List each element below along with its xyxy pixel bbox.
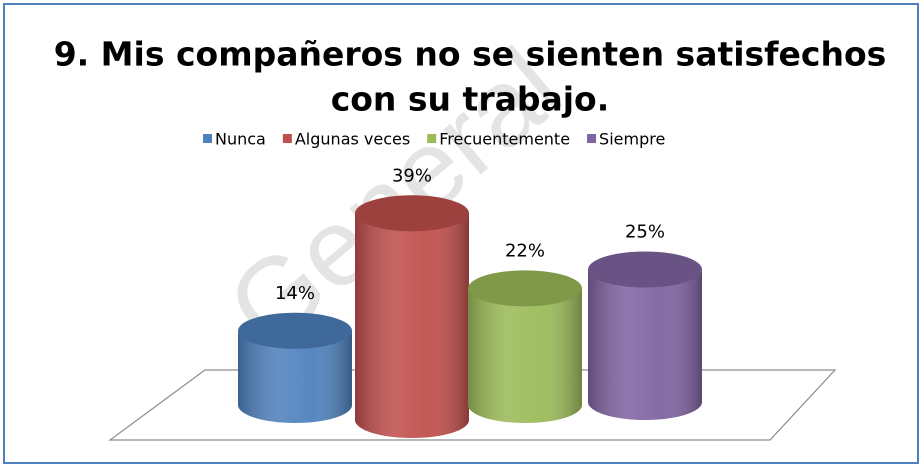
cylinder-top-shade [468,270,582,307]
data-label: 14% [275,283,315,304]
legend-label: Algunas veces [295,130,410,149]
data-label: 25% [625,222,665,243]
chart-title: con su trabajo. [331,80,610,119]
cylinder-top [238,312,352,349]
cylinder-top [468,270,582,307]
cylinder-shade [238,330,352,423]
legend-label: Nunca [215,130,266,149]
cylinder-shade [355,213,469,438]
cylinder-top [355,195,469,232]
cylinder-top-shade [238,312,352,349]
cylinder-shade [588,269,702,420]
legend-swatch [587,134,597,143]
data-label: 39% [392,165,432,186]
chart-title: 9. Mis compañeros no se sienten satisfec… [54,35,887,74]
cylinder-top [588,251,702,288]
legend-swatch [282,134,292,143]
legend-label: Siempre [599,130,665,149]
cylinder-shade [468,288,582,423]
cylinder-top-shade [355,195,469,232]
cylinder-top-shade [588,251,702,288]
legend-swatch [203,134,212,143]
legend-label: Frecuentemente [439,130,570,149]
legend-swatch [427,134,437,143]
data-label: 22% [505,240,545,261]
